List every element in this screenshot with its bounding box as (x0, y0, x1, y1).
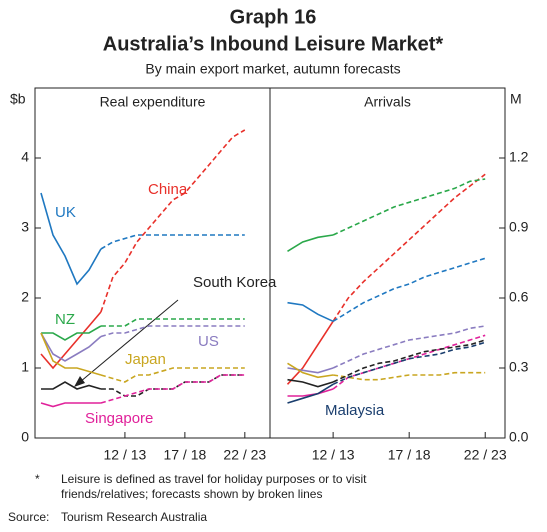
history-line (41, 381, 102, 390)
y-tick-label: 0.9 (509, 219, 529, 235)
arrow-line (79, 299, 179, 383)
y-tick-label: 0 (21, 429, 29, 445)
y-tick-label: 3 (21, 219, 29, 235)
history-line (41, 325, 102, 341)
y-tick-label: 4 (21, 149, 29, 165)
chart-subtitle: Australia’s Inbound Leisure Market* (103, 33, 444, 55)
history-line (287, 388, 334, 397)
chart-title: Graph 16 (230, 6, 317, 28)
forecast-line (332, 173, 486, 322)
forecast-line (332, 325, 486, 369)
forecast-line (100, 318, 245, 327)
forecast-line (100, 325, 245, 338)
history-line (286, 320, 334, 385)
y-tick-label: 0.3 (509, 359, 529, 375)
history-line (40, 402, 101, 408)
series-label: UK (55, 204, 76, 221)
history-line (287, 367, 334, 374)
series-label: Malaysia (325, 402, 385, 419)
forecast-line (100, 374, 245, 404)
y-tick-label: 1 (21, 359, 29, 375)
caption: By main export market, autumn forecasts (145, 61, 400, 77)
y-tick-label: 0.0 (509, 429, 529, 445)
history-line (40, 192, 102, 286)
forecast-line (332, 257, 486, 322)
x-tick-label: 22 / 23 (223, 447, 266, 463)
panel-title: Arrivals (364, 94, 411, 110)
history-line (287, 234, 334, 252)
series-label: NZ (55, 311, 75, 328)
series-label: China (148, 181, 188, 198)
y-tick-label: 1.2 (509, 149, 529, 165)
history-line (287, 378, 334, 388)
history-line (40, 332, 102, 376)
x-tick-label: 17 / 18 (163, 447, 206, 463)
series-label: US (198, 333, 219, 350)
x-tick-label: 22 / 23 (464, 447, 507, 463)
source: Tourism Research Australia (61, 510, 207, 524)
forecast-line (100, 234, 245, 250)
x-tick-label: 12 / 13 (312, 447, 355, 463)
history-line (40, 311, 102, 370)
forecast-line (332, 371, 486, 381)
history-line (287, 383, 334, 404)
panel-title: Real expenditure (100, 94, 206, 110)
forecast-line (100, 374, 245, 397)
history-line (287, 362, 334, 379)
x-tick-label: 17 / 18 (388, 447, 431, 463)
y-tick-label: 2 (21, 289, 29, 305)
note: Leisure is defined as travel for holiday… (61, 472, 367, 486)
forecast-line (332, 341, 486, 386)
history-line (40, 332, 102, 362)
forecast-line (100, 129, 246, 313)
series-label: Singapore (85, 410, 153, 427)
x-tick-label: 12 / 13 (104, 447, 147, 463)
arrow-head (74, 376, 85, 387)
note: friends/relatives; forecasts shown by br… (61, 487, 322, 501)
note-marker: * (35, 472, 40, 486)
forecast-line (332, 334, 486, 390)
history-line (287, 301, 334, 323)
y-tick-label: 0.6 (509, 289, 529, 305)
y-axis-label: M (510, 91, 522, 107)
forecast-line (332, 339, 486, 383)
forecast-line (100, 367, 245, 383)
source-label: Source: (8, 510, 49, 524)
y-axis-label: $b (10, 91, 26, 107)
series-label: South Korea (193, 274, 277, 291)
series-label: Japan (125, 351, 166, 368)
forecast-line (332, 178, 486, 236)
